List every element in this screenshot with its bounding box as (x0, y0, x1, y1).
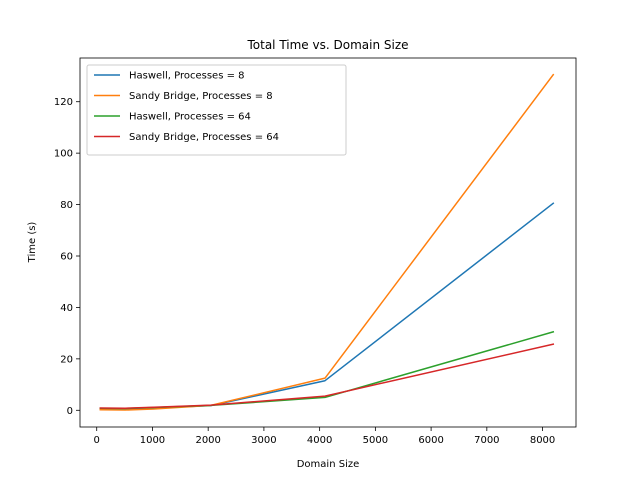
x-tick-label: 0 (94, 435, 100, 446)
y-tick-label: 80 (60, 200, 73, 211)
y-tick-label: 20 (60, 354, 73, 365)
legend: Haswell, Processes = 8 Sandy Bridge, Proc… (87, 65, 346, 155)
chart-title: Total Time vs. Domain Size (246, 38, 408, 52)
y-tick-label: 100 (54, 149, 73, 160)
y-tick-label: 60 (60, 252, 73, 263)
legend-entry-label: Sandy Bridge, Processes = 8 (129, 91, 273, 102)
x-tick-label: 6000 (418, 435, 443, 446)
y-axis-label: Time (s) (27, 222, 38, 264)
legend-entry-label: Haswell, Processes = 8 (129, 71, 245, 82)
x-tick-label: 7000 (474, 435, 499, 446)
legend-entry-label: Sandy Bridge, Processes = 64 (129, 132, 279, 143)
y-tick-label: 120 (54, 97, 73, 108)
x-axis-label: Domain Size (297, 459, 360, 470)
legend-entry-label: Haswell, Processes = 64 (129, 112, 251, 123)
x-tick-label: 8000 (530, 435, 555, 446)
x-tick-label: 5000 (363, 435, 388, 446)
x-tick-label: 2000 (195, 435, 220, 446)
y-tick-label: 0 (67, 406, 73, 417)
y-tick-label: 40 (60, 303, 73, 314)
x-tick-label: 4000 (307, 435, 332, 446)
x-tick-label: 3000 (251, 435, 276, 446)
x-tick-label: 1000 (140, 435, 165, 446)
